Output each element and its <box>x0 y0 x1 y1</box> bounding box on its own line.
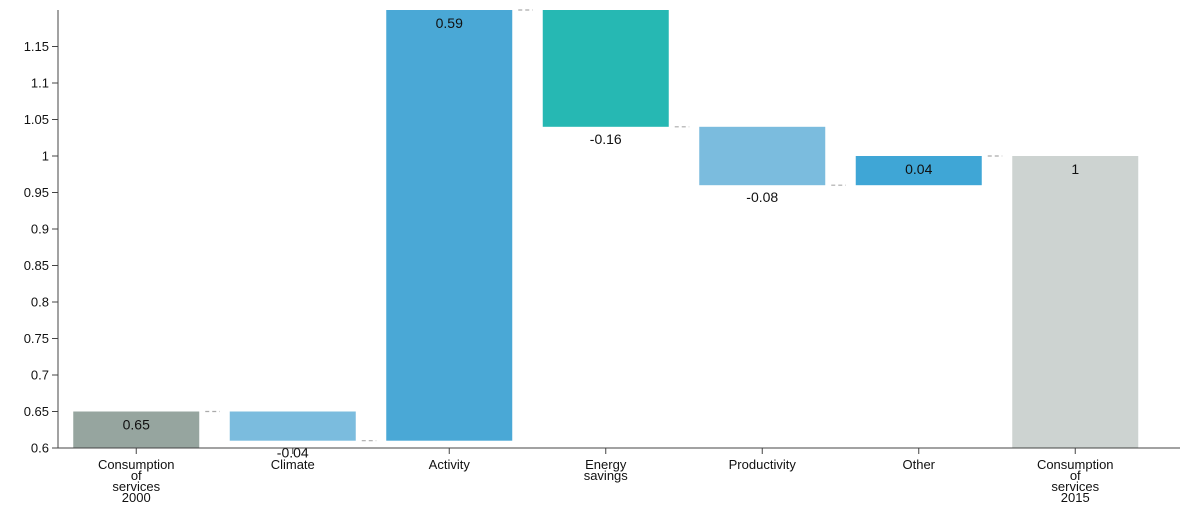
x-category-line: Energy <box>585 457 627 472</box>
y-tick-label: 1.1 <box>31 76 49 91</box>
y-tick-label: 0.65 <box>24 404 49 419</box>
x-category-label: Consumption of services 2000 <box>98 457 175 505</box>
x-category-label: Productivity <box>729 457 797 472</box>
x-category-line: services <box>112 479 160 494</box>
data-label: -0.16 <box>590 131 622 147</box>
x-category-line: 2000 <box>122 490 151 505</box>
x-category-line: Climate <box>271 457 315 472</box>
data-label: 0.65 <box>123 417 150 433</box>
y-tick-label: 1.05 <box>24 112 49 127</box>
x-category-line: Consumption <box>1037 457 1114 472</box>
y-tick-label: 1 <box>42 149 49 164</box>
x-category-label: Other <box>902 457 935 472</box>
y-tick-label: 0.85 <box>24 258 49 273</box>
connectors-layer <box>205 9 1003 442</box>
bars-layer <box>73 10 1139 448</box>
x-category-line: of <box>1070 468 1081 483</box>
x-category-line: Consumption <box>98 457 175 472</box>
x-category-label: Activity <box>429 457 471 472</box>
x-category-line: Productivity <box>729 457 797 472</box>
data-labels-layer: 0.65-0.040.59-0.16-0.080.04 1 <box>123 15 1080 461</box>
data-label: 0.04 <box>905 161 932 177</box>
x-category-line: of <box>131 468 142 483</box>
bar <box>1012 156 1139 448</box>
y-axis: 0.6 0.65 0.7 0.75 0.8 0.85 0.9 0.95 1 1.05 1.1 1.15 <box>24 10 59 456</box>
y-tick-label: 0.95 <box>24 185 49 200</box>
bar <box>542 10 669 127</box>
bar <box>855 156 982 186</box>
data-label: 1 <box>1071 161 1079 177</box>
x-category-line: Activity <box>429 457 471 472</box>
x-category-line: Other <box>902 457 935 472</box>
data-label: 0.59 <box>436 15 463 31</box>
y-tick-label: 0.75 <box>24 331 49 346</box>
bar <box>386 10 513 441</box>
x-category-line: savings <box>584 468 629 483</box>
y-tick-label: 1.15 <box>24 39 49 54</box>
y-tick-label: 0.8 <box>31 295 49 310</box>
x-category-label: Climate <box>271 457 315 472</box>
bar <box>699 126 826 186</box>
x-category-line: 2015 <box>1061 490 1090 505</box>
x-category-label: Consumption of services 2015 <box>1037 457 1114 505</box>
x-category-label: Energy savings <box>584 457 629 483</box>
y-tick-label: 0.6 <box>31 441 49 456</box>
data-label: -0.08 <box>746 189 778 205</box>
x-category-line: services <box>1051 479 1099 494</box>
bar <box>229 411 356 441</box>
y-tick-label: 0.9 <box>31 222 49 237</box>
bar <box>73 411 200 448</box>
y-tick-label: 0.7 <box>31 368 49 383</box>
